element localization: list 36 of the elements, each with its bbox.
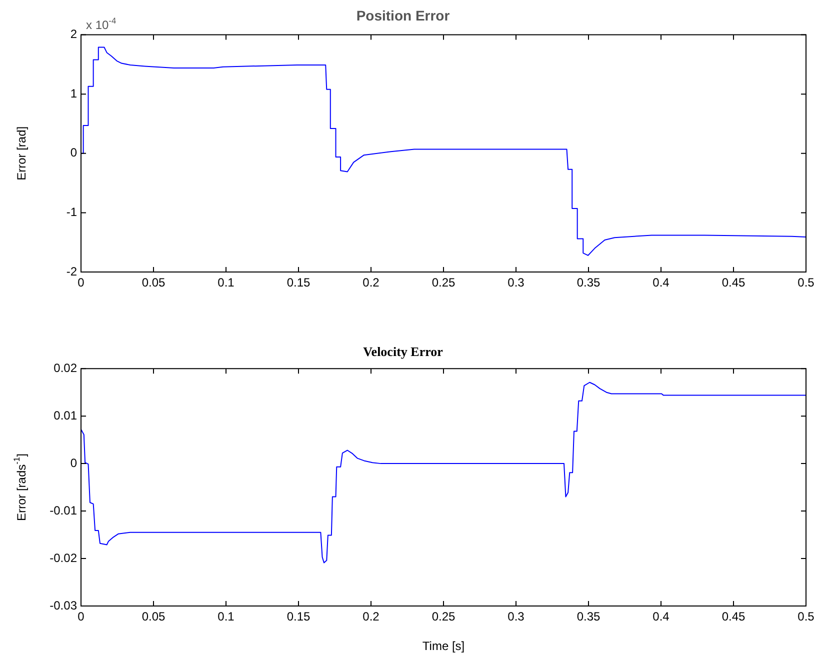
y-tick-label: -0.03 <box>50 598 78 612</box>
y-tick-label: 0 <box>70 456 78 470</box>
x-tick-label: 0.05 <box>142 610 166 624</box>
x-tick-label: 0.1 <box>218 276 235 290</box>
y-tick-label: -0.02 <box>50 550 78 565</box>
x-tick-label: 0.35 <box>576 276 600 290</box>
x-tick-label: 0.05 <box>142 276 166 290</box>
y-tick-label: 0 <box>70 146 78 160</box>
y-tick-label: -1 <box>66 205 78 220</box>
chart-title: Velocity Error <box>363 344 444 360</box>
x-tick-label: 0.1 <box>218 610 235 624</box>
x-tick-label: 0.5 <box>798 610 815 624</box>
x-tick-label: 0.5 <box>798 276 815 290</box>
x-tick-label: 0.15 <box>286 610 310 624</box>
chart-title: Position Error <box>356 7 450 24</box>
y-tick-label: 2 <box>70 27 78 42</box>
y-tick-label: 0.02 <box>54 360 78 375</box>
y-tick-label: -0.01 <box>50 503 78 518</box>
x-tick-label: 0.35 <box>576 610 600 624</box>
x-tick-label: 0.2 <box>362 276 380 290</box>
y-axis-title: Error [rads-1] <box>12 454 28 522</box>
x-tick-label: 0.25 <box>432 610 456 624</box>
x-tick-label: 0.3 <box>508 276 525 290</box>
y-tick-label: 0.01 <box>54 408 78 422</box>
x-tick-label: 0.45 <box>722 610 746 624</box>
x-tick-label: 0.15 <box>286 276 310 290</box>
x-tick-label: 0.3 <box>508 610 525 624</box>
x-axis-title: Time [s] <box>422 639 465 654</box>
x-tick-label: 0.4 <box>652 276 670 290</box>
y-tick-label: -2 <box>66 264 78 278</box>
x-tick-label: 0.25 <box>432 276 456 290</box>
y-axis-title: Error [rad] <box>14 126 28 180</box>
x-tick-label: 0.45 <box>722 276 746 290</box>
y-tick-label: 1 <box>70 86 78 100</box>
x-tick-label: 0.2 <box>362 610 380 624</box>
x-tick-label: 0.4 <box>652 610 670 624</box>
